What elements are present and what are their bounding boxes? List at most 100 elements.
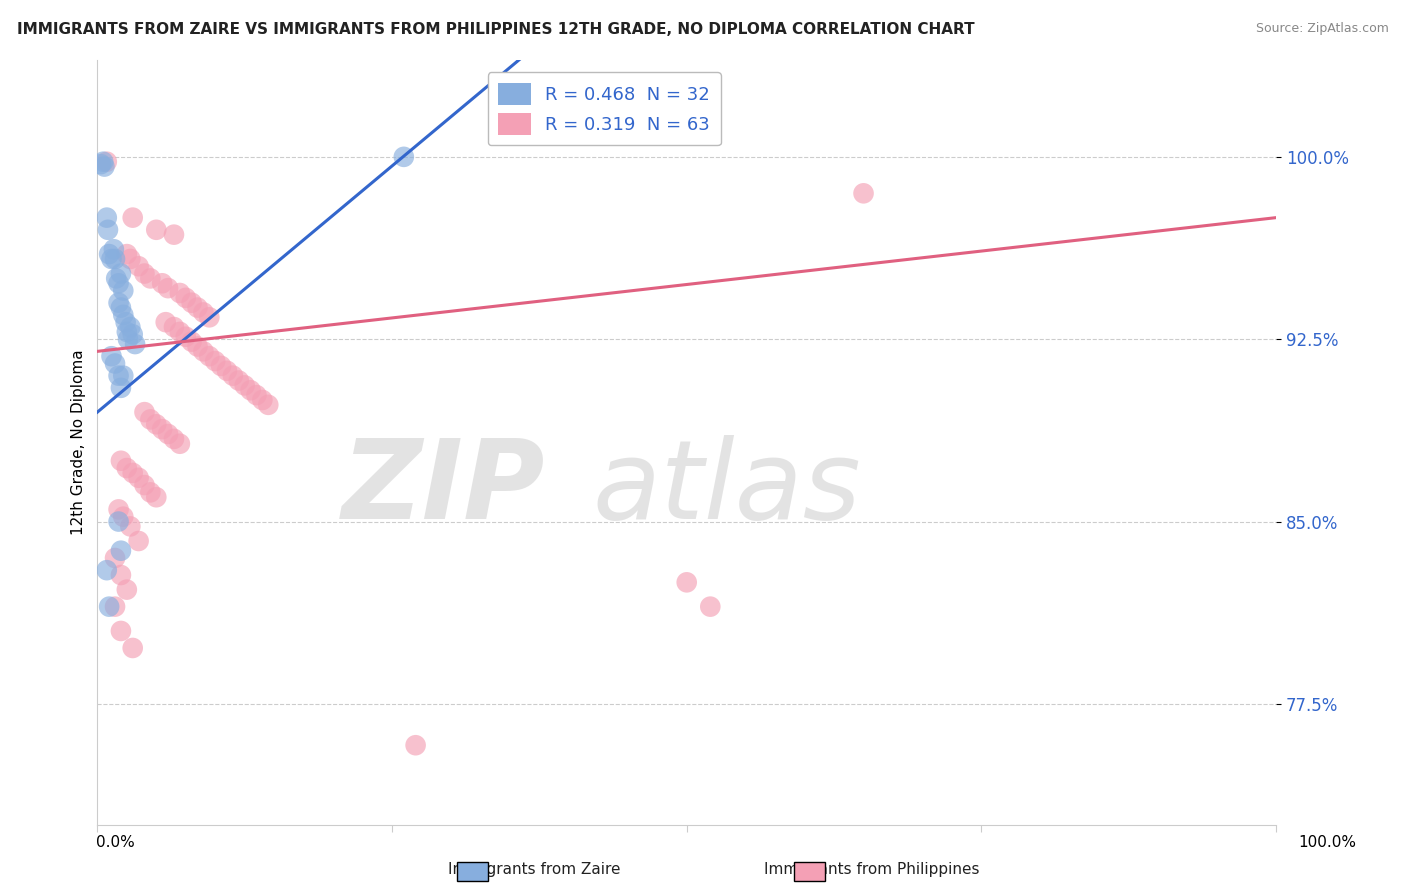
- Point: [257, 398, 280, 412]
- Point: [104, 357, 127, 371]
- Point: [115, 461, 138, 475]
- Text: ZIP: ZIP: [342, 435, 546, 542]
- Point: [91, 154, 114, 169]
- Point: [105, 271, 128, 285]
- Point: [115, 325, 138, 339]
- Point: [96, 563, 118, 577]
- Point: [145, 223, 167, 237]
- Point: [163, 432, 186, 446]
- Point: [145, 490, 167, 504]
- Point: [114, 315, 136, 329]
- Point: [110, 543, 132, 558]
- Point: [96, 154, 118, 169]
- Point: [204, 354, 226, 368]
- Point: [157, 427, 180, 442]
- Point: [405, 738, 427, 752]
- Point: [392, 150, 415, 164]
- Point: [215, 364, 238, 378]
- Point: [107, 277, 129, 291]
- Point: [163, 227, 186, 242]
- Point: [675, 575, 697, 590]
- Point: [193, 344, 215, 359]
- Point: [98, 247, 121, 261]
- Point: [110, 568, 132, 582]
- Point: [117, 332, 139, 346]
- Point: [121, 466, 143, 480]
- Point: [252, 392, 274, 407]
- Point: [104, 252, 127, 266]
- Text: atlas: atlas: [592, 435, 860, 542]
- Text: Immigrants from Zaire: Immigrants from Zaire: [449, 863, 620, 877]
- Point: [134, 405, 156, 419]
- Point: [222, 368, 245, 383]
- Point: [180, 295, 202, 310]
- Point: [169, 285, 191, 300]
- Point: [134, 267, 156, 281]
- Point: [180, 334, 202, 349]
- Point: [112, 509, 135, 524]
- Point: [699, 599, 721, 614]
- Point: [169, 325, 191, 339]
- Point: [174, 330, 197, 344]
- Point: [128, 471, 150, 485]
- Point: [104, 551, 127, 566]
- Text: IMMIGRANTS FROM ZAIRE VS IMMIGRANTS FROM PHILIPPINES 12TH GRADE, NO DIPLOMA CORR: IMMIGRANTS FROM ZAIRE VS IMMIGRANTS FROM…: [17, 22, 974, 37]
- Text: Source: ZipAtlas.com: Source: ZipAtlas.com: [1256, 22, 1389, 36]
- Point: [150, 277, 173, 291]
- Point: [97, 223, 120, 237]
- Point: [110, 267, 132, 281]
- Point: [228, 374, 250, 388]
- Point: [103, 242, 125, 256]
- Point: [121, 640, 143, 655]
- Point: [128, 533, 150, 548]
- Point: [112, 368, 135, 383]
- Point: [98, 599, 121, 614]
- Point: [96, 211, 118, 225]
- Point: [107, 368, 129, 383]
- Point: [107, 295, 129, 310]
- Text: Immigrants from Philippines: Immigrants from Philippines: [763, 863, 980, 877]
- Point: [93, 160, 115, 174]
- Point: [115, 247, 138, 261]
- Point: [121, 211, 143, 225]
- Point: [193, 305, 215, 319]
- Point: [187, 339, 209, 353]
- Point: [198, 349, 221, 363]
- Y-axis label: 12th Grade, No Diploma: 12th Grade, No Diploma: [72, 350, 86, 535]
- Point: [163, 320, 186, 334]
- Point: [174, 291, 197, 305]
- Point: [110, 301, 132, 315]
- Point: [239, 384, 262, 398]
- Point: [139, 485, 162, 500]
- Point: [121, 327, 143, 342]
- Point: [90, 157, 112, 171]
- Point: [112, 308, 135, 322]
- Point: [150, 422, 173, 436]
- Point: [124, 337, 146, 351]
- Legend: R = 0.468  N = 32, R = 0.319  N = 63: R = 0.468 N = 32, R = 0.319 N = 63: [488, 72, 721, 145]
- Point: [110, 624, 132, 638]
- Point: [139, 271, 162, 285]
- Point: [120, 519, 142, 533]
- Point: [120, 252, 142, 266]
- Point: [198, 310, 221, 325]
- Point: [233, 378, 256, 392]
- Text: 0.0%: 0.0%: [96, 836, 135, 850]
- Point: [245, 388, 267, 402]
- Point: [112, 284, 135, 298]
- Point: [100, 252, 122, 266]
- Point: [110, 454, 132, 468]
- Point: [107, 502, 129, 516]
- Point: [139, 412, 162, 426]
- Point: [155, 315, 177, 329]
- Point: [104, 599, 127, 614]
- Point: [100, 349, 122, 363]
- Point: [187, 301, 209, 315]
- Point: [209, 359, 232, 373]
- Point: [120, 320, 142, 334]
- Point: [110, 381, 132, 395]
- Point: [115, 582, 138, 597]
- Point: [157, 281, 180, 295]
- Point: [128, 259, 150, 273]
- Point: [852, 186, 875, 201]
